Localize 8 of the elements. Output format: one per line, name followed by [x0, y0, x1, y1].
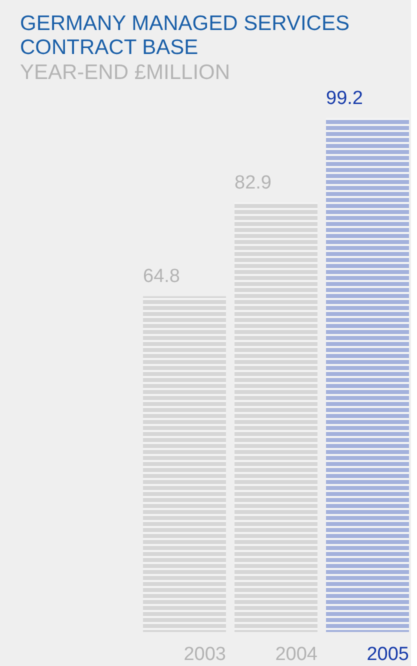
x-tick-label: 2004	[275, 644, 318, 665]
data-label: 64.8	[143, 266, 180, 288]
x-tick-label: 2003	[184, 644, 226, 665]
data-label: 99.2	[326, 88, 363, 109]
chart-subtitle: YEAR-END £MILLION	[20, 61, 230, 84]
chart-title: GERMANY MANAGED SERVICES CONTRACT BASE	[20, 12, 350, 59]
data-label: 82.9	[234, 172, 272, 194]
x-tick-label: 2005	[366, 644, 409, 665]
